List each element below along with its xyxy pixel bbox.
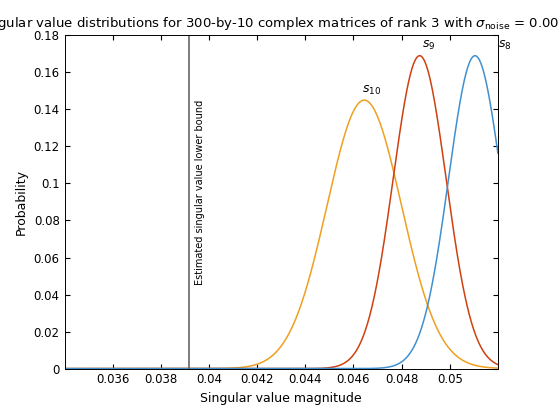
Y-axis label: Probability: Probability [15, 169, 28, 235]
Text: $s_9$: $s_9$ [422, 39, 436, 52]
Text: $s_8$: $s_8$ [498, 39, 511, 52]
Title: Singular value distributions for 300-by-10 complex matrices of rank 3 with $\sig: Singular value distributions for 300-by-… [0, 15, 560, 32]
Text: $s_{10}$: $s_{10}$ [362, 84, 381, 97]
X-axis label: Singular value magnitude: Singular value magnitude [200, 392, 362, 405]
Text: Estimated singular value lower bound: Estimated singular value lower bound [194, 100, 204, 285]
